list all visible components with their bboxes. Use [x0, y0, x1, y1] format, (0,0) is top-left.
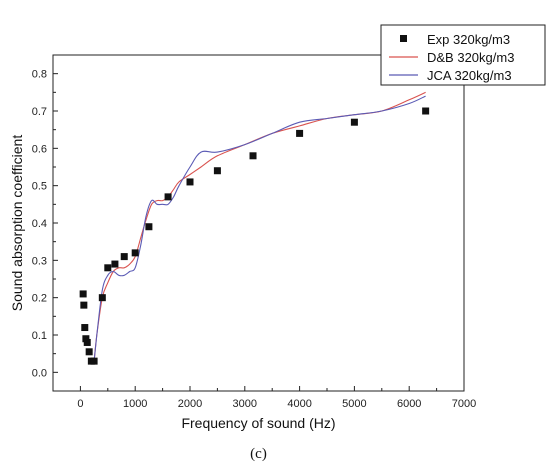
x-tick-label: 7000 [452, 398, 476, 410]
y-tick-label: 0.1 [32, 330, 47, 342]
data-point-exp [79, 290, 87, 298]
data-point-exp [85, 348, 93, 356]
legend-swatch-marker [400, 35, 407, 42]
data-point-exp [350, 118, 358, 126]
y-tick-label: 0.6 [32, 143, 47, 155]
y-tick-label: 0.8 [32, 69, 47, 81]
data-point-exp [90, 357, 98, 365]
data-point-exp [82, 335, 90, 343]
panel-label: (c) [250, 446, 267, 462]
y-tick-label: 0.3 [32, 255, 47, 267]
y-tick-label: 0.0 [32, 367, 47, 379]
data-point-exp [111, 260, 119, 268]
data-point-exp [131, 249, 139, 257]
x-tick-label: 0 [77, 398, 83, 410]
x-tick-label: 2000 [178, 398, 202, 410]
x-tick-label: 5000 [342, 398, 366, 410]
data-point-exp [145, 223, 153, 231]
x-tick-label: 1000 [123, 398, 147, 410]
plot-area [79, 91, 430, 365]
x-axis-title: Frequency of sound (Hz) [181, 415, 335, 431]
legend: Exp 320kg/m3 D&B 320kg/m3 JCA 320kg/m3 [380, 24, 546, 86]
data-point-exp [120, 253, 128, 261]
legend-label: Exp 320kg/m3 [427, 32, 510, 47]
data-point-exp [296, 129, 304, 137]
x-tick-label: 6000 [397, 398, 421, 410]
data-point-exp [164, 193, 172, 201]
axes: 0 1000 2000 3000 4000 5000 6000 7000 0.0 0.1 0.2 0.… [32, 54, 476, 410]
data-point-exp [80, 301, 88, 309]
data-point-exp [422, 107, 430, 115]
y-tick-label: 0.5 [32, 181, 47, 193]
y-tick-label: 0.7 [32, 106, 47, 118]
data-point-exp [83, 338, 91, 346]
y-tick-label: 0.2 [32, 293, 47, 305]
data-point-exp [104, 264, 112, 272]
legend-label: JCA 320kg/m3 [427, 68, 512, 83]
x-tick-label: 4000 [287, 398, 311, 410]
data-point-exp [249, 152, 257, 160]
x-tick-label: 3000 [233, 398, 257, 410]
y-tick-label: 0.4 [32, 218, 47, 230]
y-axis-title: Sound absorption coefficient [9, 135, 25, 312]
data-point-exp [81, 324, 89, 332]
series-line-jca [93, 95, 426, 362]
data-point-exp [98, 294, 106, 302]
legend-label: D&B 320kg/m3 [427, 50, 514, 65]
data-point-exp [213, 167, 221, 175]
data-point-exp [186, 178, 194, 186]
